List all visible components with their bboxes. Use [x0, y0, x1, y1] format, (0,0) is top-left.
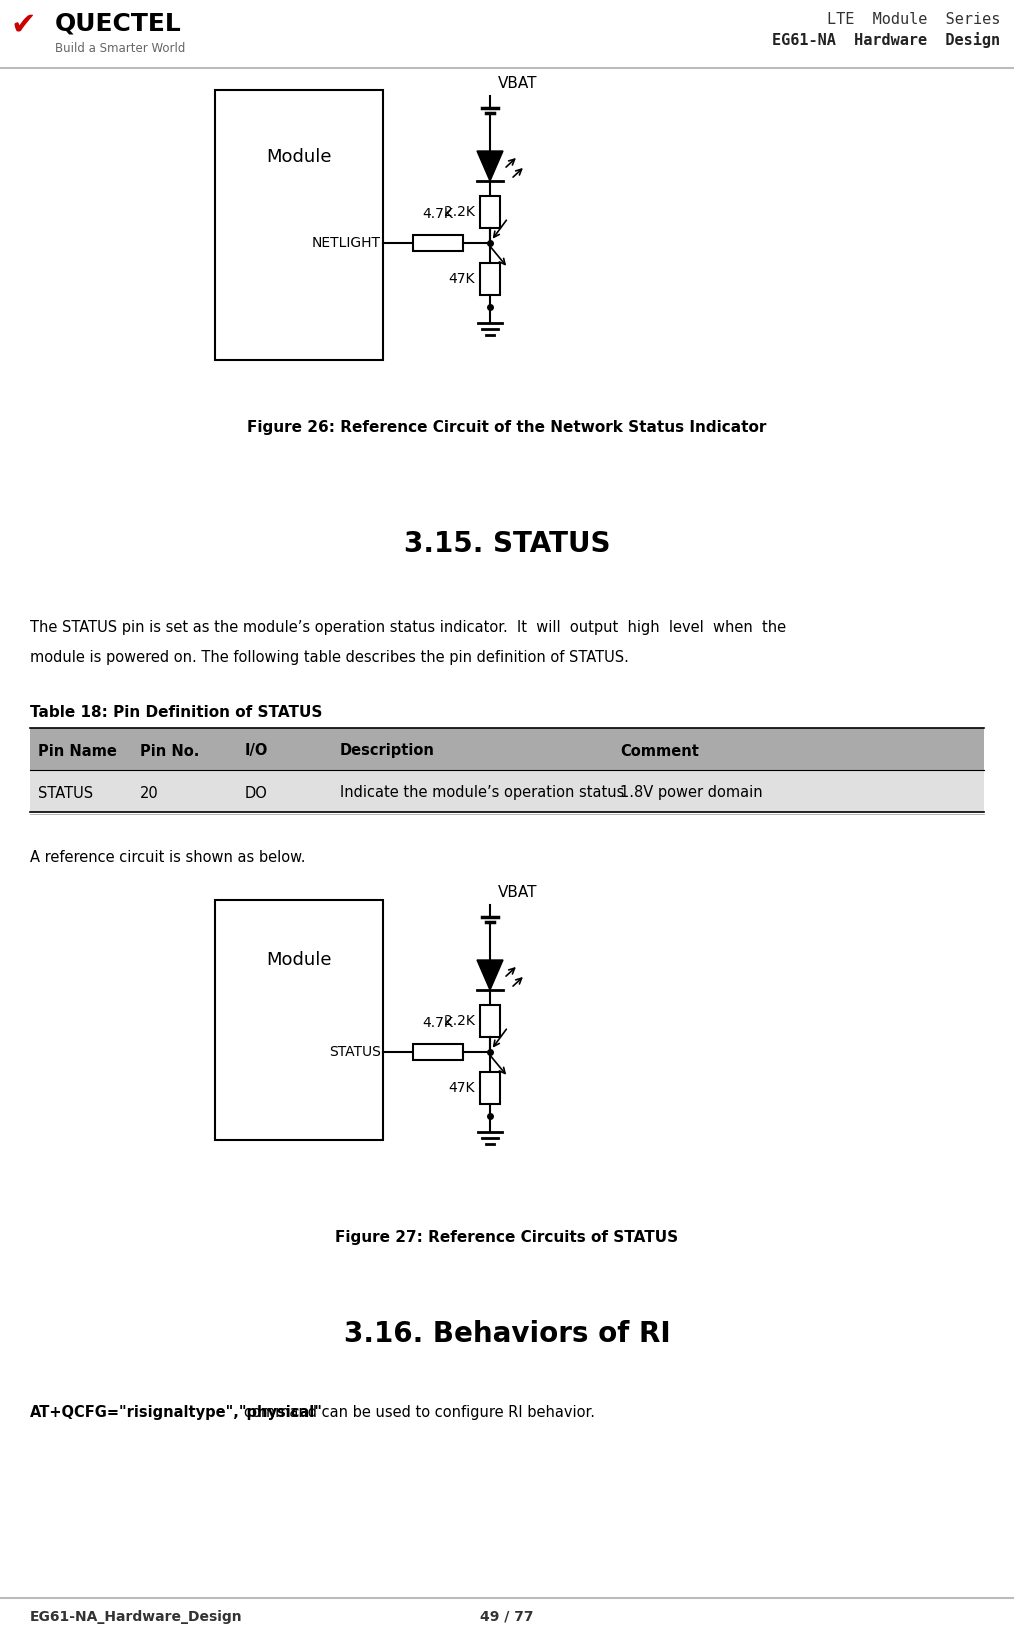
Text: The STATUS pin is set as the module’s operation status indicator.  It  will  out: The STATUS pin is set as the module’s op… [30, 621, 786, 636]
Text: Indicate the module’s operation status: Indicate the module’s operation status [340, 786, 625, 801]
Text: 2.2K: 2.2K [444, 205, 475, 219]
Text: Description: Description [340, 744, 435, 758]
Text: ✔: ✔ [10, 10, 35, 39]
Text: 4.7K: 4.7K [423, 1016, 453, 1030]
Text: I/O: I/O [245, 744, 269, 758]
Bar [30, 770, 984, 812]
Text: Module: Module [267, 952, 332, 970]
Bar [215, 899, 383, 1140]
Text: 49 / 77: 49 / 77 [481, 1610, 533, 1623]
Text: 1.8V power domain: 1.8V power domain [620, 786, 763, 801]
Bar [480, 264, 500, 295]
Polygon shape [477, 960, 503, 989]
Text: Module: Module [267, 149, 332, 167]
Bar [215, 90, 383, 360]
Text: 47K: 47K [448, 1081, 475, 1094]
Bar [30, 727, 984, 770]
Bar [413, 234, 463, 251]
Text: VBAT: VBAT [498, 75, 537, 92]
Polygon shape [477, 151, 503, 182]
Text: Pin Name: Pin Name [38, 744, 117, 758]
Text: A reference circuit is shown as below.: A reference circuit is shown as below. [30, 850, 305, 865]
Text: Comment: Comment [620, 744, 699, 758]
Text: Table 18: Pin Definition of STATUS: Table 18: Pin Definition of STATUS [30, 704, 322, 721]
Text: Build a Smarter World: Build a Smarter World [55, 43, 186, 56]
Bar [480, 1071, 500, 1104]
Bar [480, 1006, 500, 1037]
Text: STATUS: STATUS [38, 786, 93, 801]
Text: command can be used to configure RI behavior.: command can be used to configure RI beha… [244, 1405, 595, 1420]
Text: NETLIGHT: NETLIGHT [312, 236, 381, 251]
Text: Pin No.: Pin No. [140, 744, 200, 758]
Text: module is powered on. The following table describes the pin definition of STATUS: module is powered on. The following tabl… [30, 650, 629, 665]
Text: EG61-NA  Hardware  Design: EG61-NA Hardware Design [772, 33, 1000, 48]
Text: 20: 20 [140, 786, 159, 801]
Bar [413, 1043, 463, 1060]
Text: LTE  Module  Series: LTE Module Series [826, 11, 1000, 26]
Text: 4.7K: 4.7K [423, 206, 453, 221]
Text: EG61-NA_Hardware_Design: EG61-NA_Hardware_Design [30, 1610, 242, 1623]
Text: Figure 27: Reference Circuits of STATUS: Figure 27: Reference Circuits of STATUS [336, 1230, 678, 1245]
Text: STATUS: STATUS [330, 1045, 381, 1060]
Text: 3.16. Behaviors of RI: 3.16. Behaviors of RI [344, 1320, 670, 1348]
Text: AT+QCFG="risignaltype","physical": AT+QCFG="risignaltype","physical" [30, 1405, 322, 1420]
Bar [480, 197, 500, 228]
Text: VBAT: VBAT [498, 885, 537, 899]
Text: 2.2K: 2.2K [444, 1014, 475, 1029]
Text: DO: DO [245, 786, 268, 801]
Text: Figure 26: Reference Circuit of the Network Status Indicator: Figure 26: Reference Circuit of the Netw… [247, 419, 767, 436]
Text: 3.15. STATUS: 3.15. STATUS [404, 531, 610, 559]
Text: QUECTEL: QUECTEL [55, 11, 182, 36]
Text: 47K: 47K [448, 272, 475, 287]
